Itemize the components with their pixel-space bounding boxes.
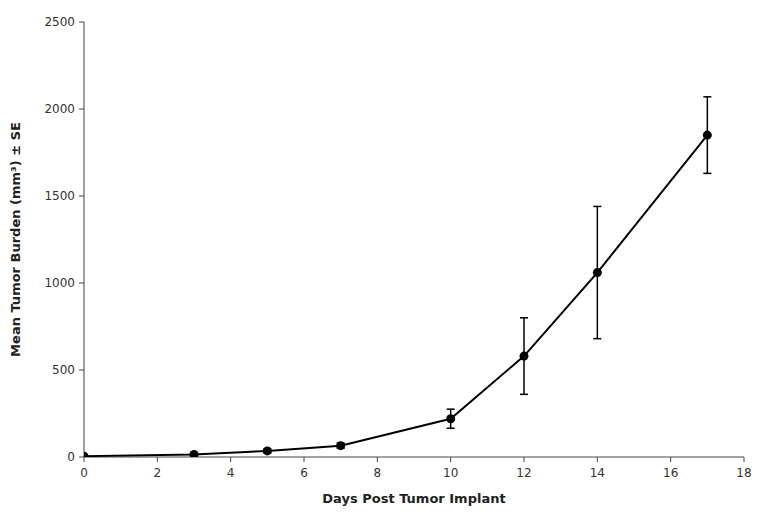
error-bar [593, 206, 601, 338]
x-tick [597, 457, 598, 462]
data-point [446, 414, 455, 423]
data-line [84, 135, 707, 456]
y-tick-label: 2000 [44, 102, 75, 116]
x-tick-label: 2 [154, 466, 162, 480]
chart-svg: 0 2 4 6 8 10 12 14 16 18 0 500 1000 1500 2000 2500 Days … [0, 0, 768, 521]
x-axis-label: Days Post Tumor Implant [322, 491, 505, 506]
x-tick-label: 16 [663, 466, 678, 480]
data-point [703, 131, 712, 140]
y-tick-label: 500 [52, 363, 75, 377]
y-tick-label: 1500 [44, 189, 75, 203]
x-tick-label: 0 [80, 466, 88, 480]
x-tick-label: 14 [590, 466, 605, 480]
x-tick-label: 18 [736, 466, 751, 480]
data-point [263, 446, 272, 455]
x-tick [524, 457, 525, 462]
y-tick [79, 22, 84, 23]
error-bar [520, 318, 528, 395]
x-tick-label: 6 [300, 466, 308, 480]
error-bar [447, 409, 455, 428]
x-tick [157, 457, 158, 462]
data-point [190, 450, 199, 457]
y-tick [79, 109, 84, 110]
y-tick [79, 370, 84, 371]
x-tick [84, 457, 85, 462]
x-tick [450, 457, 451, 462]
y-tick [79, 457, 84, 458]
x-tick [304, 457, 305, 462]
error-bar [703, 97, 711, 174]
y-tick-label: 2500 [44, 15, 75, 29]
x-tick [377, 457, 378, 462]
x-tick-label: 4 [227, 466, 235, 480]
chart-container: 0 2 4 6 8 10 12 14 16 18 0 500 1000 1500 2000 2500 Days … [0, 0, 768, 521]
y-tick-label: 0 [67, 450, 75, 464]
data-point [593, 268, 602, 277]
x-tick-label: 8 [374, 466, 382, 480]
y-tick [79, 196, 84, 197]
y-tick [79, 283, 84, 284]
data-point [84, 452, 89, 457]
axes: 0 2 4 6 8 10 12 14 16 18 0 500 1000 1500 2000 2500 [44, 15, 751, 480]
data-point [336, 441, 345, 450]
x-tick-label: 12 [516, 466, 531, 480]
plot-area [84, 97, 712, 457]
x-tick [670, 457, 671, 462]
x-axis-line [84, 457, 744, 458]
y-axis-label: Mean Tumor Burden (mm³) ± SE [8, 122, 23, 357]
x-tick [744, 457, 745, 462]
y-axis-line [84, 22, 85, 457]
y-tick-label: 1000 [44, 276, 75, 290]
data-point [520, 352, 529, 361]
x-tick-label: 10 [443, 466, 458, 480]
x-tick [230, 457, 231, 462]
